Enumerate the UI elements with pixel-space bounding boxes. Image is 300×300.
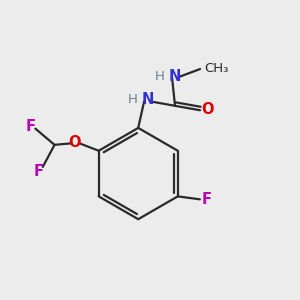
Text: F: F (34, 164, 44, 179)
Text: H: H (155, 70, 165, 83)
Text: F: F (26, 119, 36, 134)
Text: O: O (69, 135, 81, 150)
Text: CH₃: CH₃ (205, 61, 229, 75)
Text: N: N (142, 92, 154, 107)
Text: F: F (201, 192, 211, 207)
Text: N: N (169, 69, 181, 84)
Text: H: H (128, 93, 137, 106)
Text: O: O (201, 102, 214, 117)
